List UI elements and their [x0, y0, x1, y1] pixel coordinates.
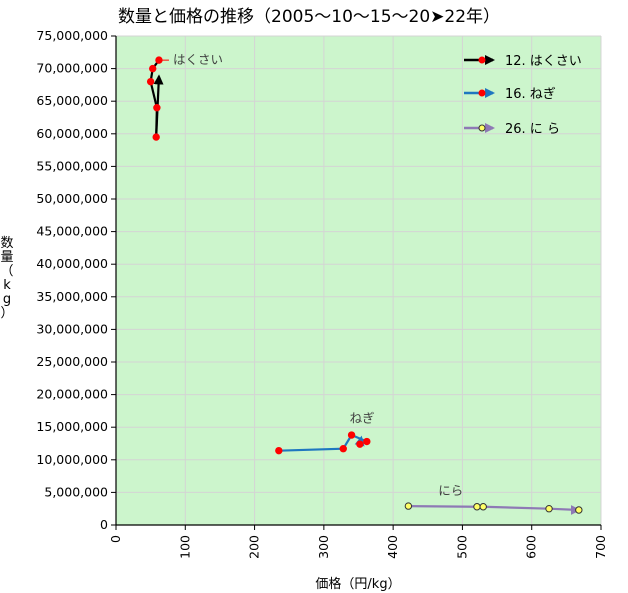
- x-tick-label: 500: [454, 535, 469, 559]
- y-axis-label-char: ）: [0, 306, 13, 321]
- y-tick-label: 45,000,000: [36, 224, 108, 239]
- legend-label: 12. はくさい: [505, 54, 582, 69]
- data-point: [347, 431, 356, 439]
- y-tick-label: 25,000,000: [36, 354, 108, 369]
- data-point: [275, 446, 283, 455]
- legend-item-1: 12. はくさい: [464, 54, 582, 69]
- x-tick-label: 300: [316, 535, 331, 559]
- y-axis-label: 数量（kg）: [0, 236, 13, 321]
- series-2: [275, 431, 371, 455]
- data-point: [146, 77, 155, 86]
- annotation-3: にら: [438, 483, 463, 498]
- x-tick-label: 0: [108, 535, 123, 543]
- y-axis-label-char: （: [0, 264, 13, 279]
- legend-swatch-marker: [478, 56, 486, 64]
- y-tick-label: 75,000,000: [36, 28, 108, 43]
- legend: 12. はくさい 16. ねぎ 26. に ら: [464, 54, 582, 137]
- series-1: [146, 56, 164, 141]
- y-tick-label: 0: [100, 517, 108, 532]
- y-axis-label-char: g: [3, 292, 11, 307]
- x-axis-label: 価格（円/kg）: [315, 576, 400, 592]
- legend-label: 16. ねぎ: [505, 87, 556, 102]
- data-point: [153, 104, 161, 112]
- series-3: [404, 502, 583, 514]
- data-point: [575, 506, 583, 514]
- chart-title: 数量と価格の推移（2005〜10〜15〜20➤22年）: [118, 7, 500, 27]
- plot-area: [116, 36, 601, 525]
- y-tick-label: 15,000,000: [36, 419, 108, 434]
- data-point: [404, 502, 413, 510]
- x-tick-label: 200: [247, 535, 262, 559]
- x-tick-label: 700: [593, 535, 608, 559]
- y-tick-label: 50,000,000: [36, 191, 108, 206]
- legend-swatch-marker: [478, 89, 486, 97]
- y-tick-label: 40,000,000: [36, 256, 108, 271]
- data-point: [473, 503, 481, 511]
- y-tick-label: 65,000,000: [36, 93, 108, 108]
- annotation-1: はくさい: [173, 52, 223, 67]
- y-tick-label: 35,000,000: [36, 289, 108, 304]
- grid: [115, 35, 602, 526]
- y-tick-label: 55,000,000: [36, 158, 108, 173]
- legend-swatch-marker: [478, 124, 486, 132]
- annotation-2: ねぎ: [350, 411, 375, 426]
- series-layer: [146, 56, 583, 514]
- data-point: [152, 133, 160, 141]
- y-tick-label: 5,000,000: [44, 484, 108, 499]
- y-tick-label: 30,000,000: [36, 321, 108, 336]
- y-axis-label-char: k: [3, 278, 11, 293]
- y-tick-label: 10,000,000: [36, 452, 108, 467]
- data-point: [479, 503, 487, 511]
- data-point: [356, 440, 364, 448]
- legend-label: 26. に ら: [505, 122, 560, 137]
- x-tick-label: 400: [385, 535, 400, 559]
- x-tick-label: 100: [177, 535, 192, 559]
- legend-item-3: 26. に ら: [464, 122, 560, 137]
- y-tick-label: 60,000,000: [36, 126, 108, 141]
- data-point: [545, 505, 553, 513]
- data-point: [363, 437, 371, 446]
- y-axis-label-char: 数: [0, 236, 13, 251]
- y-tick-label: 20,000,000: [36, 387, 108, 402]
- data-point: [149, 64, 157, 73]
- y-axis-label-char: 量: [0, 250, 13, 265]
- data-point: [339, 445, 347, 453]
- axes: 0 5,000,000 10,000,000 15,000,000 20,000,000…: [36, 28, 608, 559]
- y-tick-label: 70,000,000: [36, 61, 108, 76]
- x-tick-label: 600: [524, 535, 539, 559]
- legend-item-2: 16. ねぎ: [464, 87, 556, 102]
